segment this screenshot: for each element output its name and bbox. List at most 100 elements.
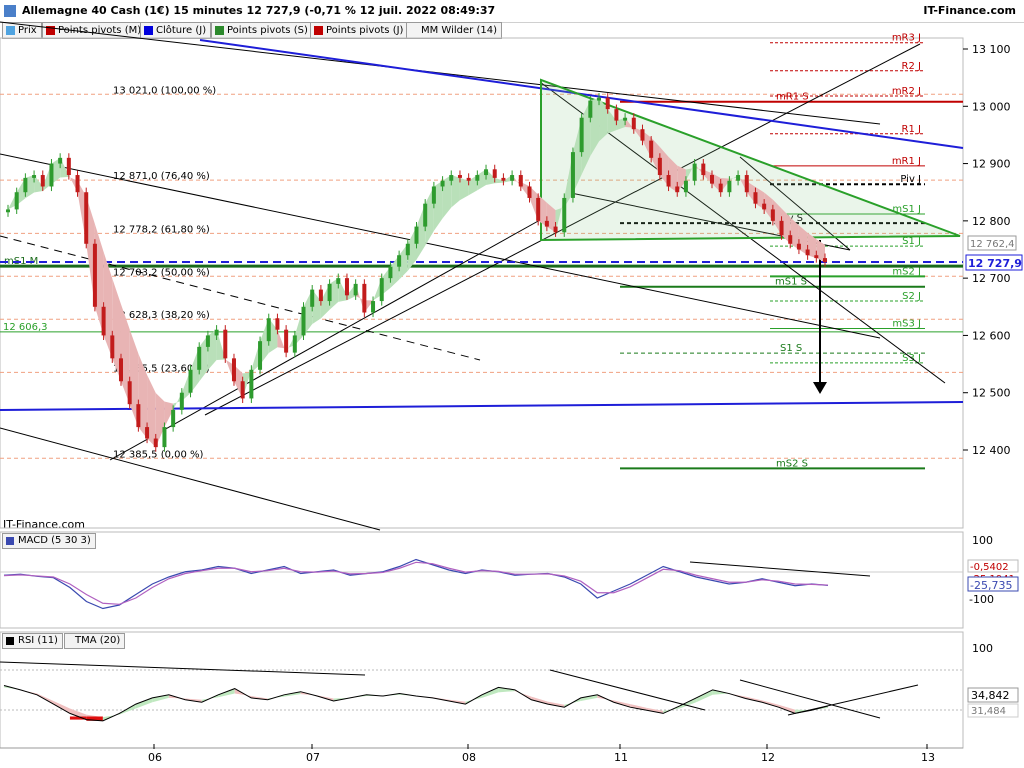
pivot-label: 12 606,3 (3, 322, 48, 333)
candle-body (666, 175, 671, 187)
candle-body (562, 197, 567, 233)
candle-body (440, 180, 445, 187)
rsi-trendline-1 (0, 661, 366, 676)
wilder-band (625, 117, 634, 130)
candle-body (14, 192, 19, 210)
candle-body (162, 427, 167, 448)
candle-body (258, 341, 263, 370)
wilder-band (260, 318, 269, 365)
target-arrow-head (813, 382, 827, 394)
wilder-band (303, 289, 313, 336)
wilder-band (790, 217, 799, 250)
trendline-dashed (0, 235, 481, 361)
rsi-fill (218, 688, 235, 698)
candle-body (823, 258, 827, 263)
candle-body (701, 163, 706, 176)
last-price-label: 12 727,9 (968, 257, 1022, 270)
candle-body (466, 177, 471, 181)
wilder-band (181, 369, 191, 401)
x-tick-label: 07 (306, 751, 320, 764)
legend-label: Points pivots (M) (58, 25, 142, 36)
chart-icon (4, 5, 16, 17)
pivot-label: mS2 S (776, 458, 808, 469)
legend-tma[interactable]: TMA (20) (64, 633, 126, 649)
wilder-band (407, 226, 417, 271)
rsi-oversold-fill (69, 716, 87, 720)
wilder-band (772, 199, 782, 236)
x-tick-label: 08 (462, 751, 476, 764)
wilder-band (433, 180, 443, 231)
legend-label: MACD (5 30 3) (18, 535, 91, 546)
rsi-fill (498, 687, 515, 693)
candle-body (32, 175, 37, 178)
price-panel-frame (0, 37, 964, 529)
y-tick-label: 12 600 (972, 329, 1011, 342)
candle-body (579, 117, 584, 153)
wilder-band (399, 243, 408, 280)
legend-pivots-m[interactable]: Points pivots (M) (42, 22, 147, 39)
wilder-band (381, 266, 391, 295)
candle-body (675, 186, 680, 193)
candle-body (657, 157, 662, 176)
rsi-value-box (967, 687, 1019, 703)
legend-macd[interactable]: MACD (5 30 3) (2, 533, 96, 549)
wilder-band (564, 152, 573, 208)
candle-body (92, 243, 97, 307)
candle-body (118, 358, 123, 382)
rsi-fill (580, 694, 598, 701)
rsi-fill (547, 701, 565, 708)
wilder-band (807, 232, 817, 259)
wilder-band (94, 224, 104, 336)
candle-body (597, 97, 602, 101)
x-tick-label: 11 (614, 751, 628, 764)
wilder-band (494, 177, 504, 184)
wilder-band (103, 251, 113, 359)
legend-rsi[interactable]: RSI (11) (2, 633, 63, 649)
pivot-label: S1 J (902, 236, 921, 247)
wilder-band (616, 117, 626, 131)
wilder-band (294, 306, 304, 346)
candle-body (362, 283, 367, 313)
price-label: 12 762,4 (970, 239, 1015, 250)
candle-body (101, 306, 106, 336)
pivots-j-color-icon (314, 26, 323, 35)
wilder-band (633, 127, 643, 141)
candle-body (449, 175, 454, 181)
candle-body (423, 203, 428, 227)
rsi-fill (53, 701, 70, 714)
fibonacci-label: 13 021,0 (100,00 %) (113, 85, 216, 96)
candle-body (631, 117, 636, 130)
y-tick-label: 13 100 (972, 43, 1011, 56)
pivot-label: S1 S (780, 343, 802, 354)
legend-cloture-j[interactable]: Clôture (J) (140, 22, 212, 39)
candle-body (727, 180, 732, 193)
macd-value-box (967, 559, 1019, 573)
x-tick-label: 13 (921, 751, 935, 764)
legend-prix[interactable]: Prix (2, 22, 42, 39)
pivot-label: mS1 M (4, 256, 38, 267)
wilder-band (138, 353, 148, 439)
wilder-band (207, 329, 217, 371)
close-resistance-line (199, 39, 964, 149)
legend-label: Points pivots (J) (326, 25, 404, 36)
y-tick-label: 12 900 (972, 158, 1011, 171)
macd-color-icon (6, 537, 14, 545)
candle-body (779, 220, 784, 236)
candle-body (788, 235, 793, 244)
wilder-band (16, 177, 26, 206)
wilder-band (77, 180, 87, 244)
y-tick-label: 12 400 (972, 444, 1011, 457)
y-tick-label: 12 500 (972, 387, 1011, 400)
wilder-band (190, 346, 200, 394)
candle-body (814, 255, 819, 259)
candle-body (692, 163, 697, 181)
wilder-band (329, 278, 339, 310)
wilder-band (225, 358, 234, 382)
wilder-band (712, 173, 721, 193)
wilder-band (685, 163, 695, 181)
wilder-band (451, 175, 460, 208)
candle-body (379, 278, 384, 302)
wilder-band (373, 278, 382, 302)
candle-body (536, 197, 541, 221)
